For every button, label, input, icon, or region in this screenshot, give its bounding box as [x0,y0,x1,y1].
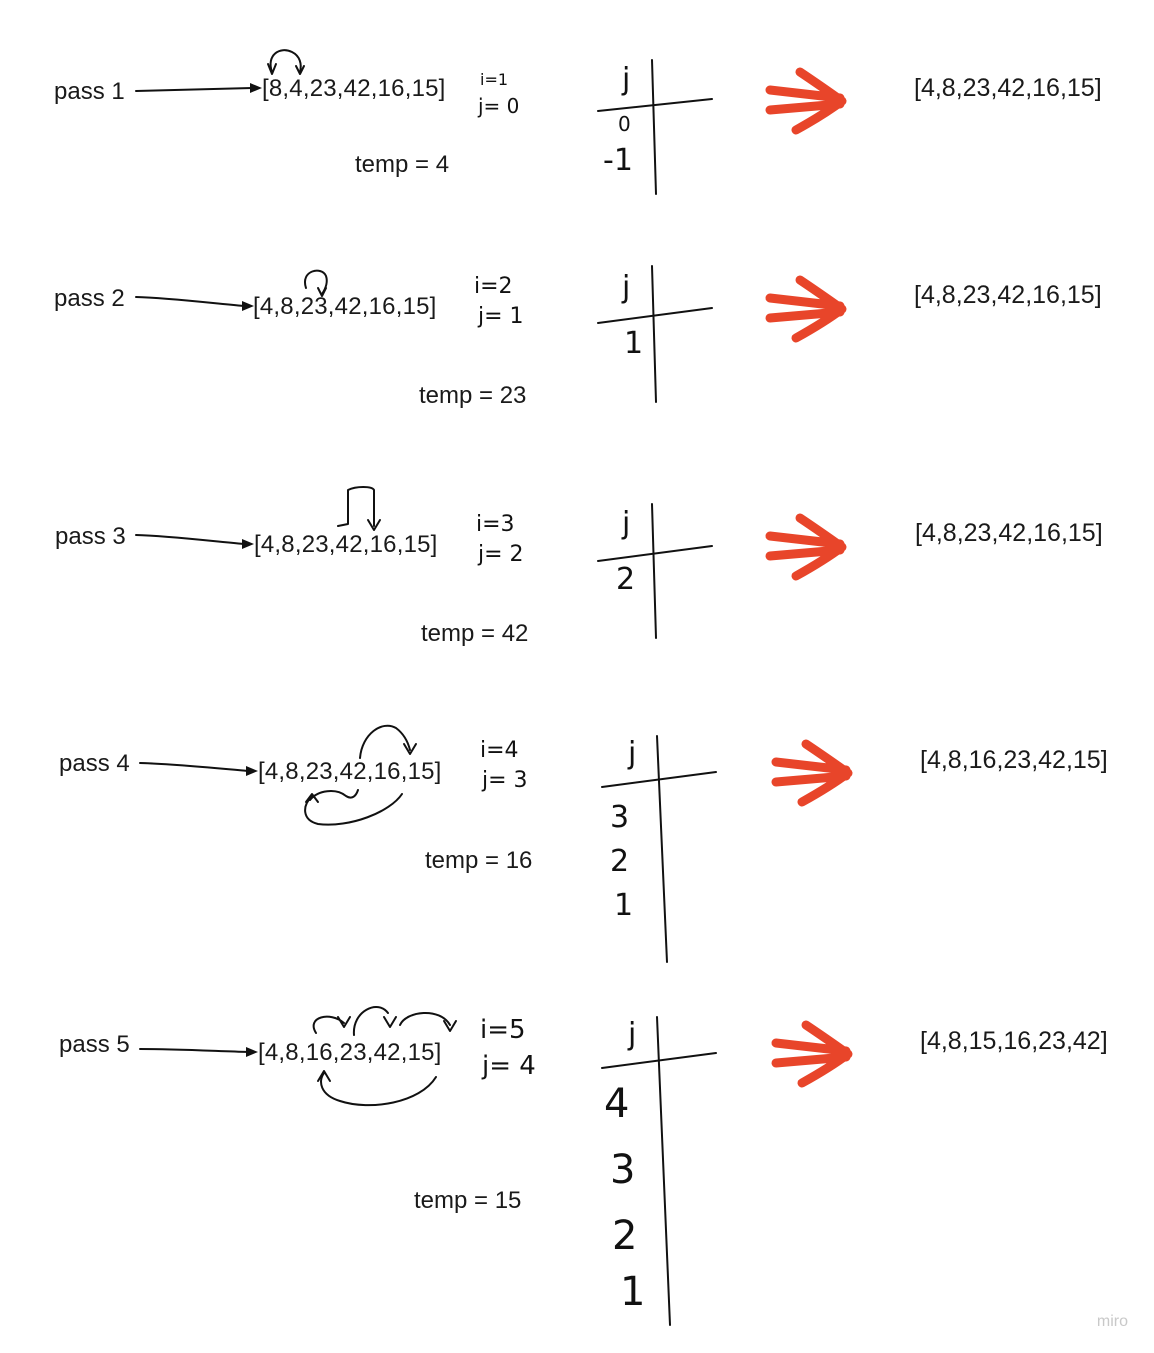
array-state: [8,4,23,42,16,15] [262,75,446,102]
j-table-header: j [622,270,631,305]
pass-ink [135,49,847,195]
pointer-arrowhead [246,1047,258,1057]
swap-arc [403,743,417,755]
swap-arc [317,287,327,297]
result-array: [4,8,15,16,23,42] [920,1027,1108,1055]
swap-arc [337,486,375,527]
pointer-arrowhead [250,83,262,93]
j-table-value: 1 [614,888,634,923]
array-state: [4,8,23,42,16,15] [258,758,442,785]
swap-arc [304,793,403,826]
j-table-header: j [622,62,631,97]
swap-arc [269,49,302,73]
j-table-value: 1 [624,326,644,361]
result-array: [4,8,16,23,42,15] [920,746,1108,774]
swap-arc [305,793,319,803]
pass-label: pass 2 [54,285,125,312]
temp-value: temp = 16 [425,847,533,874]
i-value: i=2 [474,274,513,299]
pointer-arrowhead [242,539,254,549]
j-table-vline [651,265,657,403]
swap-arc [267,63,277,75]
temp-value: temp = 4 [355,151,450,178]
pass-label: pass 3 [55,523,126,550]
array-state: [4,8,23,42,16,15] [254,531,438,558]
right-arrow-icon [765,513,847,581]
right-arrow-icon [765,67,847,135]
j-table-vline [656,735,668,963]
array-state: [4,8,16,23,42,15] [258,1039,442,1066]
pass-ink [139,1006,853,1326]
j-table-value: 3 [610,1147,636,1193]
pointer-arrowhead [242,301,254,311]
result-array: [4,8,23,42,16,15] [914,74,1102,102]
i-value: i=3 [476,512,515,537]
pointer-arrow [135,534,245,545]
i-value: i=5 [480,1015,526,1045]
j-value: j= 1 [478,304,524,329]
right-arrow-icon [765,275,847,343]
j-table-header: j [622,506,631,541]
result-array: [4,8,23,42,16,15] [915,519,1103,547]
swap-arc [443,1020,457,1032]
j-table-hline [597,545,713,562]
j-value: j= 4 [482,1051,536,1081]
pointer-arrow [135,296,245,307]
j-table-header: j [628,1017,637,1052]
j-table-vline [651,503,657,639]
j-table-hline [597,98,713,112]
right-arrow-icon [771,739,853,807]
pointer-arrow [139,762,249,772]
pass-2: pass 2 [4,8,23,42,16,15] i=2 j= 1 temp =… [0,208,1154,468]
swap-arc [320,1072,437,1107]
i-value: i=4 [480,738,519,763]
swap-arc [317,1070,331,1082]
j-table-value: 4 [604,1081,630,1127]
j-table-value: 0 [618,112,631,136]
j-value: j= 0 [478,94,520,118]
swap-arc [295,65,305,75]
j-table-value: 1 [620,1269,646,1315]
j-table-value: -1 [603,143,633,178]
j-table-value: 2 [612,1213,638,1259]
pass-ink [139,724,853,963]
swap-arc [359,724,411,759]
pass-label: pass 4 [59,750,130,777]
swap-arc [309,789,359,801]
pointer-arrowhead [246,766,258,776]
right-arrow-icon [771,1020,853,1088]
j-table-vline [656,1016,671,1326]
pass-5: pass 5 [4,8,16,23,42,15] i=5 j= 4 temp =… [0,953,1154,1353]
j-table-value: 2 [610,844,630,879]
result-array: [4,8,23,42,16,15] [914,281,1102,309]
temp-value: temp = 23 [419,382,527,409]
swap-arc [367,519,381,531]
j-table-value: 2 [616,562,636,597]
swap-arc [352,1006,389,1036]
j-table-vline [651,59,657,195]
pass-ink [135,265,847,403]
j-value: j= 3 [482,768,528,793]
pass-ink [135,486,847,639]
pass-4: pass 4 [4,8,23,42,16,15] i=4 j= 3 temp =… [0,672,1154,963]
pass-3: pass 3 [4,8,23,42,16,15] i=3 j= 2 temp =… [0,446,1154,706]
pointer-arrow [135,87,253,92]
array-state: [4,8,23,42,16,15] [253,293,437,320]
swap-arc [399,1011,451,1026]
pass-label: pass 5 [59,1031,130,1058]
swap-arc [303,269,328,295]
j-table-value: 3 [610,800,630,835]
swap-arc [383,1016,397,1028]
i-value: i=1 [480,70,509,89]
pointer-arrow [139,1048,249,1053]
temp-value: temp = 42 [421,620,529,647]
swap-arc [337,1016,351,1028]
j-value: j= 2 [478,542,524,567]
j-table-hline [597,307,713,324]
pass-1: pass 1 [8,4,23,42,16,15] i=1 j= 0 temp =… [0,0,1154,260]
temp-value: temp = 15 [414,1187,522,1214]
pass-label: pass 1 [54,78,125,105]
miro-watermark: miro [1096,1313,1128,1330]
j-table-header: j [628,736,637,771]
